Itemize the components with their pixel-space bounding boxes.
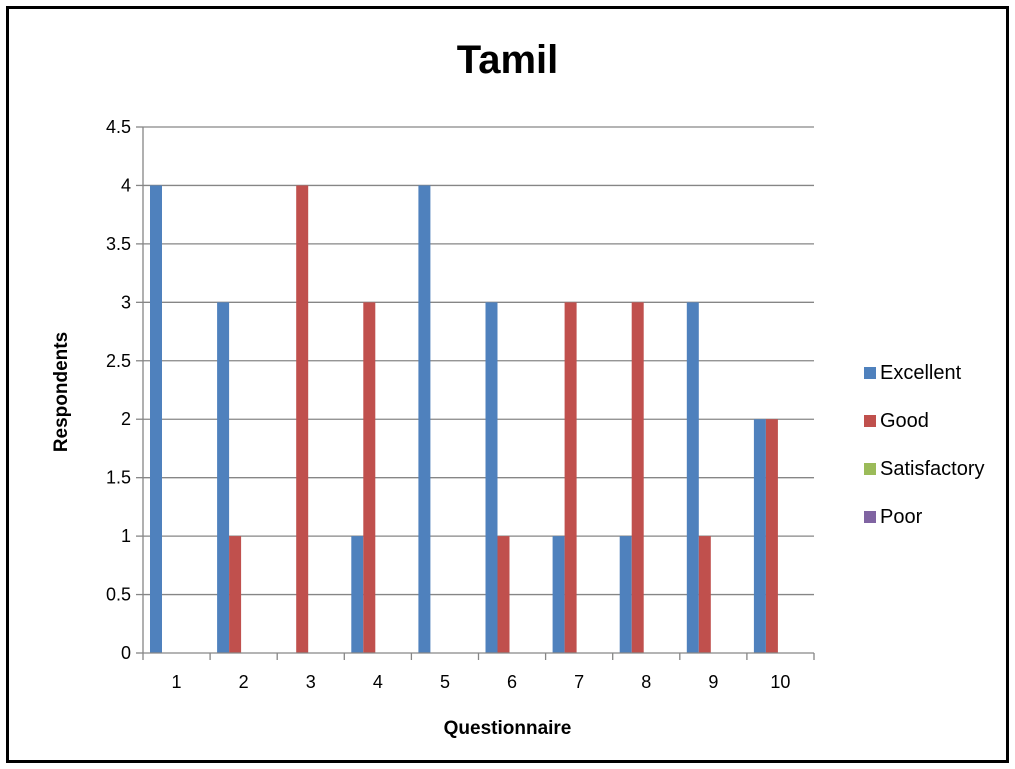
x-axis-title: Questionnaire xyxy=(443,718,572,739)
y-tick-label-4: 2 xyxy=(121,409,131,429)
bar-good-3 xyxy=(296,185,309,653)
gridlines xyxy=(136,126,815,660)
y-tick-label-1: 0.5 xyxy=(106,585,131,605)
bar-excellent-10 xyxy=(753,419,766,653)
legend-label-excellent: Excellent xyxy=(880,361,962,384)
legend-label-poor: Poor xyxy=(880,505,923,528)
x-tick-label-4: 4 xyxy=(373,672,383,692)
x-tick-label-7: 7 xyxy=(574,672,584,692)
legend-label-good: Good xyxy=(880,409,929,432)
legend: Excellent Good Satisfactory Poor xyxy=(864,349,1014,541)
bar-good-4 xyxy=(363,302,376,653)
bar-good-6 xyxy=(497,536,510,653)
y-tick-label-8: 4 xyxy=(121,175,131,195)
bar-excellent-4 xyxy=(351,536,364,653)
x-tick-label-3: 3 xyxy=(306,672,316,692)
x-tick-label-5: 5 xyxy=(440,672,450,692)
y-tick-label-6: 3 xyxy=(121,292,131,312)
legend-item-good: Good xyxy=(864,397,1014,445)
y-tick-label-5: 2.5 xyxy=(106,351,131,371)
bar-excellent-2 xyxy=(217,302,230,653)
y-tick-label-3: 1.5 xyxy=(106,468,131,488)
x-tick-label-6: 6 xyxy=(507,672,517,692)
bars xyxy=(150,185,778,653)
y-tick-label-7: 3.5 xyxy=(106,234,131,254)
legend-swatch-satisfactory xyxy=(864,463,876,475)
bar-excellent-7 xyxy=(552,536,565,653)
chart-title: Tamil xyxy=(456,38,559,82)
bar-excellent-5 xyxy=(418,185,431,653)
legend-swatch-poor xyxy=(864,511,876,523)
x-tick-label-10: 10 xyxy=(770,672,790,692)
x-tick-labels: 1 2 3 4 5 6 7 8 9 10 xyxy=(172,672,791,692)
bar-excellent-9 xyxy=(686,302,699,653)
legend-item-satisfactory: Satisfactory xyxy=(864,445,1014,493)
legend-swatch-good xyxy=(864,415,876,427)
bar-good-2 xyxy=(229,536,242,653)
y-tick-label-9: 4.5 xyxy=(106,117,131,137)
x-tick-label-9: 9 xyxy=(708,672,718,692)
bar-excellent-8 xyxy=(619,536,632,653)
y-tick-labels: 0 0.5 1 1.5 2 2.5 3 3.5 4 4.5 xyxy=(106,117,131,663)
bar-excellent-6 xyxy=(485,302,498,653)
x-tick-label-2: 2 xyxy=(239,672,249,692)
legend-item-poor: Poor xyxy=(864,493,1014,541)
x-tick-label-1: 1 xyxy=(172,672,182,692)
legend-swatch-excellent xyxy=(864,367,876,379)
bar-excellent-1 xyxy=(150,185,162,653)
y-tick-label-2: 1 xyxy=(121,526,131,546)
y-axis-title: Respondents xyxy=(51,331,72,453)
x-tick-label-8: 8 xyxy=(641,672,651,692)
y-tick-label-0: 0 xyxy=(121,643,131,663)
axes xyxy=(142,127,814,654)
legend-item-excellent: Excellent xyxy=(864,349,1014,397)
bar-good-8 xyxy=(631,302,644,653)
legend-label-satisfactory: Satisfactory xyxy=(880,457,985,480)
bar-good-9 xyxy=(698,536,711,653)
bar-good-7 xyxy=(564,302,577,653)
bar-good-10 xyxy=(765,419,778,653)
